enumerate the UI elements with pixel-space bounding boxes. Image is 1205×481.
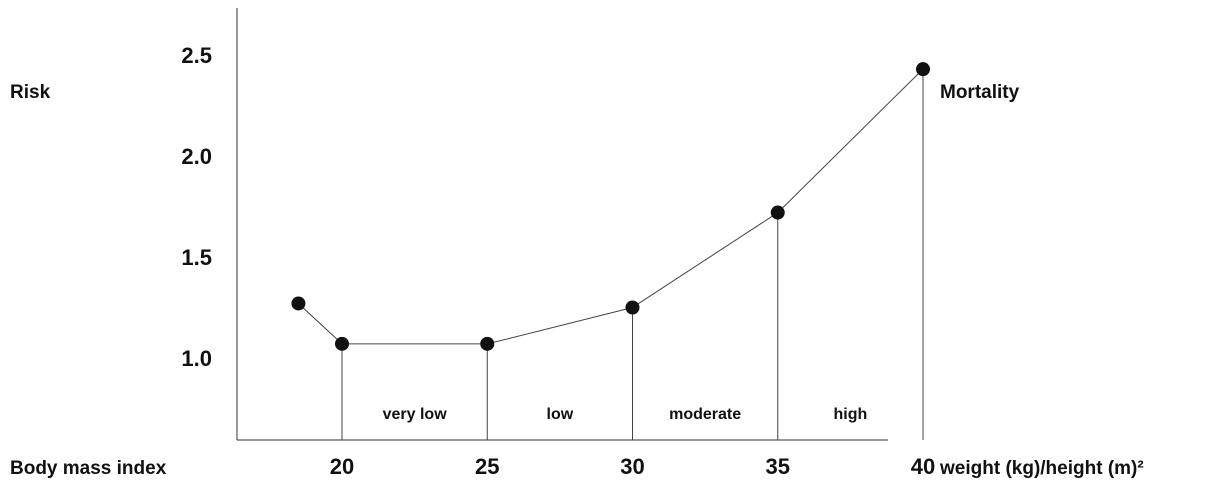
data-point <box>770 205 785 220</box>
y-tick-label: 2.0 <box>181 144 212 169</box>
zone-label: low <box>547 406 574 423</box>
x-unit-label: weight (kg)/height (m)² <box>939 458 1144 479</box>
risk-zone-labels: very low low moderate high <box>383 406 868 423</box>
data-point <box>335 336 349 351</box>
zone-label: very low <box>383 406 448 423</box>
data-point <box>480 336 495 351</box>
x-tick-labels: 20 25 30 35 40 <box>330 454 935 479</box>
x-tick-label: 30 <box>620 454 644 479</box>
zone-label: high <box>833 406 867 423</box>
data-point <box>291 296 306 311</box>
x-tick-label: 20 <box>330 454 354 479</box>
x-tick-label: 25 <box>475 454 499 479</box>
y-tick-label: 1.0 <box>181 346 212 371</box>
secondary-axis-label: Mortality <box>940 82 1020 103</box>
y-tick-label: 1.5 <box>181 245 212 270</box>
data-points <box>291 62 930 351</box>
y-axis-label: Risk <box>10 82 51 103</box>
series-line <box>298 68 924 345</box>
zone-label: moderate <box>669 406 741 423</box>
y-tick-label: 2.5 <box>181 43 212 68</box>
x-axis-label: Body mass index <box>10 458 167 479</box>
data-point <box>625 300 640 315</box>
x-tick-label: 40 <box>911 454 935 479</box>
drop-lines <box>341 69 924 440</box>
y-tick-labels: 1.0 1.5 2.0 2.5 <box>181 43 212 371</box>
axes <box>236 8 888 441</box>
data-point <box>916 62 930 77</box>
x-tick-label: 35 <box>766 454 790 479</box>
